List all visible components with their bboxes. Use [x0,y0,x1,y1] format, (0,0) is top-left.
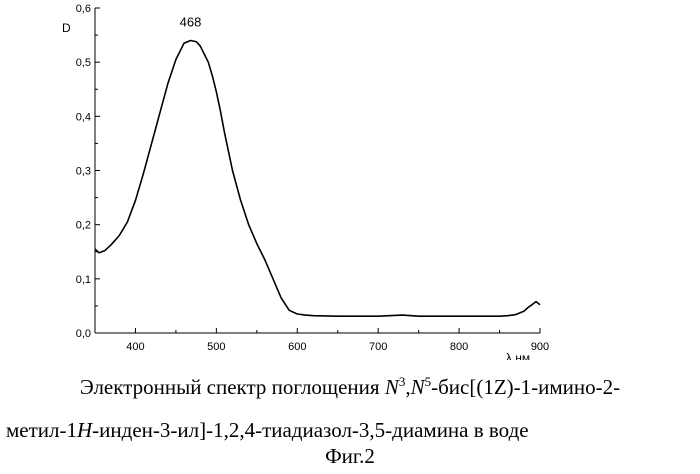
figure-label: Фиг.2 [0,444,700,469]
caption-line-2: метил-1H-инден-3-ил]-1,2,4-тиадиазол-3,5… [6,418,700,443]
y-tick-label: 0,0 [76,328,91,340]
y-tick-label: 0,4 [76,111,91,123]
y-tick-label: 0,3 [76,166,91,178]
y-axis-title: D [62,21,71,35]
chart-axes [95,8,540,333]
y-tick-label: 0,5 [76,57,91,69]
caption-text: метил-1 [6,418,77,442]
y-tick-label: 0,6 [76,3,91,15]
x-tick-label: 700 [369,341,387,353]
y-tick-label: 0,2 [76,220,91,232]
caption-italic-n: N [411,375,425,399]
chart-labels: Dλ,нм 468 [62,14,530,360]
x-axis-title: λ,нм [506,351,530,360]
caption-italic-h: H [77,418,92,442]
series-layer [95,41,540,317]
x-tick-label: 800 [450,341,468,353]
chart-ticks: 0,0 0,1 0,2 0,3 0,4 0,5 0,6 400 500 600 700 800 900 [76,3,549,353]
peak-annotation: 468 [180,14,202,29]
caption-line-1: Электронный спектр поглощения N3,N5-бис[… [0,375,700,400]
x-tick-label: 500 [207,341,225,353]
y-tick-label: 0,1 [76,274,91,286]
absorption-spectrum-line [95,41,540,317]
caption-text: -инден-3-ил]-1,2,4-тиадиазол-3,5-диамина… [92,418,528,442]
caption-text: Электронный спектр поглощения [80,375,385,399]
absorption-spectrum-chart: 0,00,10,20,30,40,50,6400500600700800900 … [0,0,700,360]
x-tick-label: 400 [126,341,144,353]
caption-text: -бис[(1Z)-1-имино-2- [431,375,620,399]
x-tick-label: 600 [288,341,306,353]
caption-italic-n: N [385,375,399,399]
x-tick-label: 900 [531,341,549,353]
